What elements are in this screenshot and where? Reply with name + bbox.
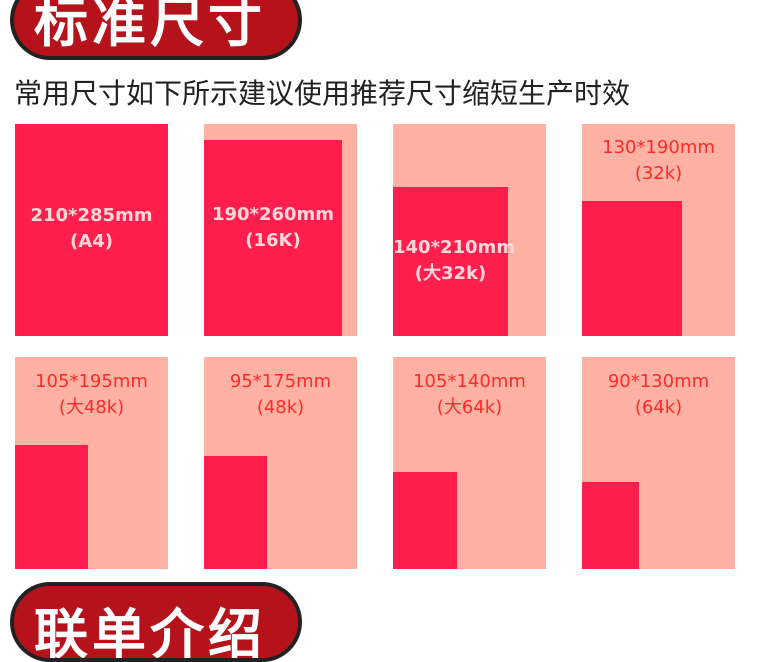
size-fill	[15, 124, 168, 336]
size-dimension: 90*130mm	[607, 371, 710, 392]
size-card-big32k: 140*210mm (大32k)	[393, 124, 546, 336]
size-fill	[393, 187, 508, 336]
size-fill	[393, 472, 457, 569]
size-label: 95*175mm (48k)	[204, 369, 357, 421]
size-card-48k: 95*175mm (48k)	[204, 357, 357, 569]
size-name: (48k)	[256, 397, 305, 418]
size-label: 190*260mm (16K)	[204, 202, 342, 254]
size-card-64k: 90*130mm (64k)	[582, 357, 735, 569]
size-dimension: 105*140mm	[413, 371, 526, 392]
size-dimension: 105*195mm	[35, 371, 148, 392]
size-card-32k: 130*190mm (32k)	[582, 124, 735, 336]
size-label: 210*285mm (A4)	[15, 203, 168, 255]
size-label: 105*140mm (大64k)	[393, 369, 546, 421]
size-name: (大48k)	[58, 397, 125, 418]
size-dimension: 95*175mm	[229, 371, 332, 392]
size-name: (大64k)	[436, 397, 503, 418]
size-fill	[582, 482, 639, 569]
section-title-badge: 标准尺寸	[10, 0, 302, 60]
size-dimension: 190*260mm	[211, 204, 335, 225]
size-fill	[15, 445, 88, 569]
size-name: (64k)	[634, 397, 683, 418]
size-fill	[582, 201, 682, 336]
size-fill	[204, 456, 267, 569]
size-name: (32k)	[634, 163, 683, 184]
section-title-badge-next: 联单介绍	[10, 582, 302, 662]
size-card-big48k: 105*195mm (大48k)	[15, 357, 168, 569]
size-label: 105*195mm (大48k)	[15, 369, 168, 421]
size-label: 140*210mm (大32k)	[393, 235, 516, 287]
subtitle-text: 常用尺寸如下所示建议使用推荐尺寸缩短生产时效	[14, 77, 631, 110]
size-label: 130*190mm (32k)	[582, 135, 735, 187]
size-fill	[204, 140, 342, 336]
size-dimension: 210*285mm	[30, 205, 153, 226]
size-name: (16K)	[245, 230, 301, 251]
size-name: (A4)	[70, 231, 113, 252]
size-dimension: 130*190mm	[602, 137, 715, 158]
size-card-a4: 210*285mm (A4)	[15, 124, 168, 336]
section-title-next: 联单介绍	[34, 603, 266, 662]
size-dimension: 140*210mm	[393, 237, 516, 258]
size-card-16k: 190*260mm (16K)	[204, 124, 357, 336]
section-title: 标准尺寸	[34, 0, 266, 54]
size-label: 90*130mm (64k)	[582, 369, 735, 421]
size-card-big64k: 105*140mm (大64k)	[393, 357, 546, 569]
size-name: (大32k)	[414, 263, 487, 284]
